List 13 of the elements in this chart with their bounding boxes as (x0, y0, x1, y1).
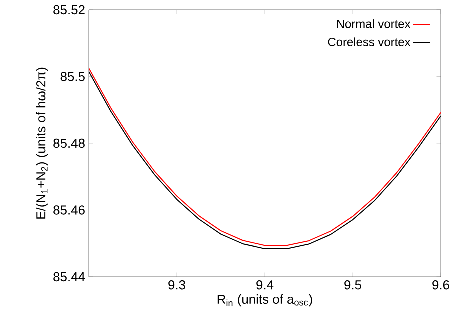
y-tick-label: 85.5 (60, 72, 85, 82)
legend-label: Coreless vortex (328, 38, 411, 46)
y-tick-label: 85.46 (54, 206, 85, 215)
y-tick-label: 85.48 (54, 138, 85, 148)
y-tick-label: 85.52 (54, 5, 85, 15)
x-tick-label: 9.3 (168, 280, 186, 290)
x-axis-title: R$_{in}$ (units of a$_{osc}$) (218, 294, 312, 307)
y-axis-title: E/(N$_{1}$+N$_{2}$) (units of hω/2π) (36, 68, 48, 219)
x-tick-label: 9.5 (344, 280, 362, 290)
x-tick-label: 9.6 (432, 280, 450, 290)
x-tick-label: 9.4 (256, 280, 274, 290)
legend-label: Normal vortex (337, 20, 411, 28)
y-tick-label: 85.44 (54, 272, 86, 282)
